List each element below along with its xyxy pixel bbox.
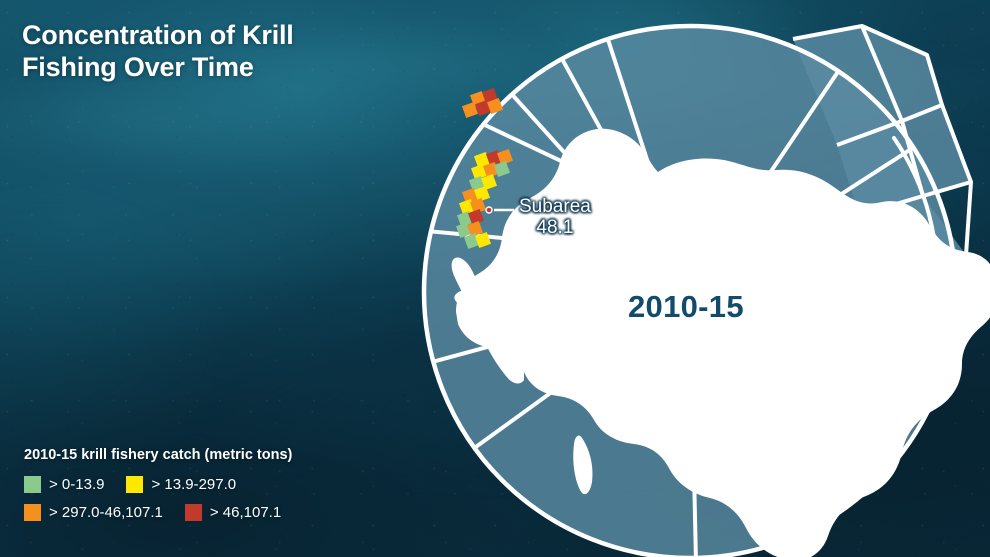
page-title: Concentration of Krill Fishing Over Time — [22, 20, 294, 82]
legend-title: 2010-15 krill fishery catch (metric tons… — [24, 447, 293, 463]
map-svg — [421, 23, 990, 557]
legend-item-label: > 0-13.9 — [49, 476, 105, 493]
legend-swatch-icon — [126, 476, 144, 493]
legend-swatch-icon — [184, 504, 202, 521]
legend-swatch-icon — [24, 504, 41, 521]
legend-swatch-icon — [24, 476, 41, 493]
subarea-annotation-label: Subarea 48.1 — [519, 196, 591, 239]
legend-item-1[interactable]: > 13.9-297.0 — [126, 476, 236, 493]
outer-sector-c — [902, 105, 971, 196]
antarctic-map — [396, 0, 990, 557]
legend-item-label: > 13.9-297.0 — [151, 476, 237, 493]
legend-item-label: > 297.0-46,107.1 — [49, 504, 163, 521]
outer-sector-b — [862, 26, 942, 121]
legend-row-2: > 297.0-46,107.1 > 46,107.1 — [24, 504, 374, 521]
legend-item-label: > 46,107.1 — [209, 504, 282, 521]
legend-item-3[interactable]: > 46,107.1 — [184, 504, 282, 521]
legend: 2010-15 krill fishery catch (metric tons… — [24, 447, 374, 532]
year-label: 2010-15 — [628, 289, 744, 324]
legend-item-2[interactable]: > 297.0-46,107.1 — [24, 504, 163, 521]
legend-item-0[interactable]: > 0-13.9 — [24, 476, 104, 493]
legend-row-1: > 0-13.9 > 13.9-297.0 — [24, 476, 374, 493]
antarctica-landmass — [451, 128, 990, 557]
outer-sector-a — [793, 26, 902, 145]
